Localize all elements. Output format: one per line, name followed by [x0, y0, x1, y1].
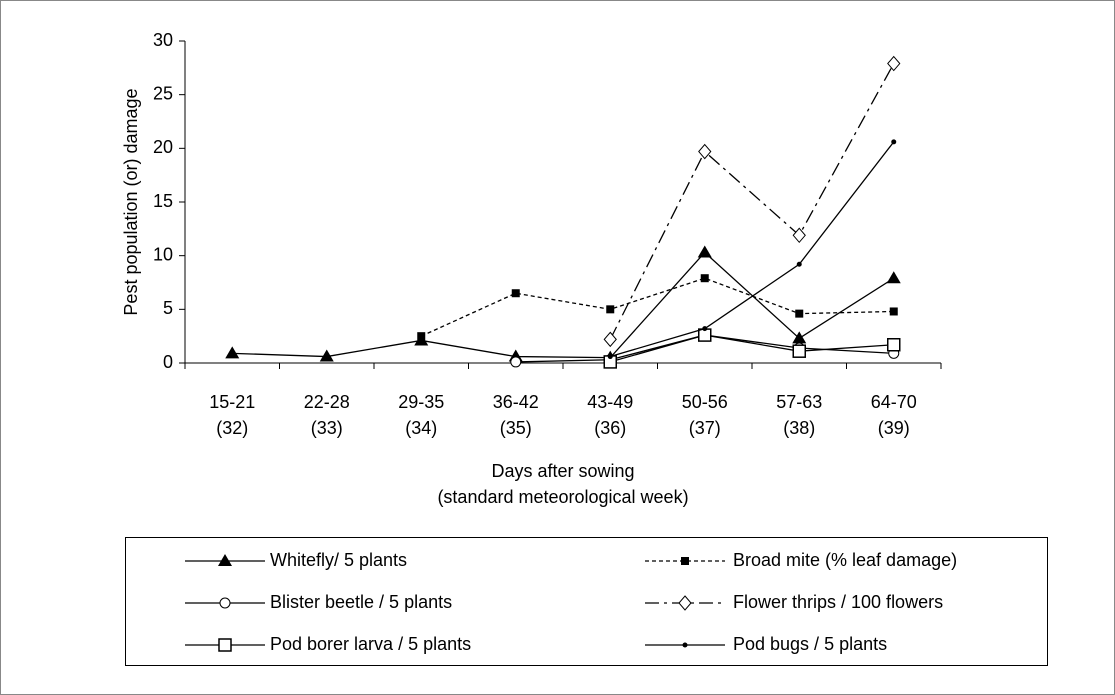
x-tick-label: 29-35 (34) — [398, 392, 444, 438]
series-line — [610, 334, 894, 363]
marker — [607, 354, 613, 360]
marker — [218, 554, 232, 566]
marker — [682, 642, 688, 648]
y-tick-label: 5 — [163, 298, 173, 318]
marker — [792, 331, 807, 344]
marker — [792, 227, 806, 244]
legend-label: Pod bugs / 5 plants — [733, 634, 887, 654]
y-tick-label: 25 — [153, 83, 173, 103]
legend-label: Blister beetle / 5 plants — [270, 592, 452, 612]
marker — [606, 305, 615, 314]
marker — [887, 338, 901, 352]
legend — [125, 537, 1048, 666]
legend-label: Pod borer larva / 5 plants — [270, 634, 471, 654]
marker — [889, 307, 898, 316]
x-axis-label: (standard meteorological week) — [437, 487, 688, 507]
x-tick-label: 57-63 (38) — [776, 392, 822, 438]
marker — [510, 356, 522, 368]
marker — [887, 55, 901, 72]
marker — [319, 349, 334, 362]
x-axis-label: Days after sowing — [491, 461, 634, 481]
marker — [219, 597, 231, 609]
y-tick-label: 15 — [153, 191, 173, 211]
marker — [511, 289, 520, 298]
x-tick-label: 22-28 (33) — [304, 392, 350, 438]
legend-label: Broad mite (% leaf damage) — [733, 550, 957, 570]
x-tick-label: 43-49 (36) — [587, 392, 633, 438]
marker — [698, 143, 712, 160]
marker — [792, 344, 806, 358]
marker — [225, 346, 240, 359]
marker — [603, 331, 617, 348]
y-tick-label: 30 — [153, 30, 173, 50]
marker — [702, 326, 708, 332]
x-tick-label: 36-42 (35) — [493, 392, 539, 438]
y-tick-label: 10 — [153, 244, 173, 264]
marker — [678, 595, 692, 611]
marker — [681, 557, 689, 565]
series-line — [610, 141, 895, 358]
series-line — [609, 63, 895, 340]
marker — [891, 139, 897, 145]
legend-label: Flower thrips / 100 flowers — [733, 592, 943, 612]
marker — [697, 245, 712, 258]
marker — [886, 271, 901, 284]
x-tick-label: 50-56 (37) — [682, 392, 728, 438]
marker — [795, 309, 804, 318]
series-line — [232, 251, 895, 359]
y-axis-label: Pest population (or) damage — [121, 88, 141, 315]
marker — [796, 261, 802, 267]
x-tick-label: 15-21 (32) — [209, 392, 255, 438]
marker — [417, 332, 426, 341]
y-tick-label: 20 — [153, 137, 173, 157]
series-line — [420, 277, 894, 337]
x-tick-label: 64-70 (39) — [871, 392, 917, 438]
marker — [218, 638, 232, 652]
y-tick-label: 0 — [163, 352, 173, 372]
marker — [700, 274, 709, 283]
legend-label: Whitefly/ 5 plants — [270, 550, 407, 570]
